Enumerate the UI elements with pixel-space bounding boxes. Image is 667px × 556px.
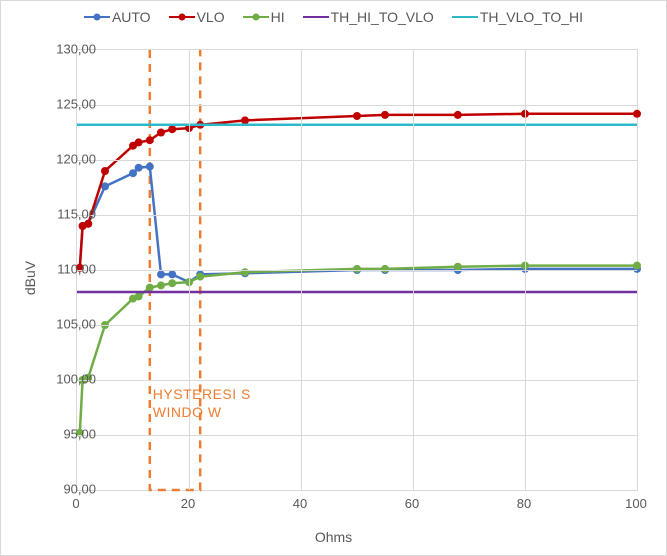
x-tick-label: 40 bbox=[280, 496, 320, 511]
legend-label: TH_HI_TO_VLO bbox=[331, 9, 434, 25]
grid-v bbox=[189, 50, 190, 490]
legend-label: HI bbox=[271, 9, 285, 25]
legend-item: AUTO bbox=[84, 9, 151, 25]
grid-h bbox=[77, 325, 637, 326]
series-marker bbox=[157, 281, 165, 289]
y-axis-label: dBuV bbox=[22, 261, 38, 295]
legend-item: HI bbox=[243, 9, 285, 25]
series-marker bbox=[146, 163, 154, 171]
legend-label: VLO bbox=[197, 9, 225, 25]
series-marker bbox=[168, 279, 176, 287]
series-marker bbox=[353, 112, 361, 120]
x-tick-label: 100 bbox=[616, 496, 656, 511]
y-tick-label: 100,00 bbox=[46, 372, 96, 387]
series-line bbox=[80, 114, 637, 268]
hysteresis-window-label: HYSTERESI S WINDO W bbox=[153, 385, 251, 421]
series-marker bbox=[157, 270, 165, 278]
series-marker bbox=[135, 164, 143, 172]
x-tick-label: 60 bbox=[392, 496, 432, 511]
series-marker bbox=[353, 265, 361, 273]
legend-line-icon bbox=[84, 16, 110, 19]
x-axis-label: Ohms bbox=[1, 529, 666, 545]
grid-h bbox=[77, 215, 637, 216]
x-tick-label: 20 bbox=[168, 496, 208, 511]
legend-item: TH_VLO_TO_HI bbox=[452, 9, 583, 25]
y-tick-label: 115,00 bbox=[46, 207, 96, 222]
legend-item: VLO bbox=[169, 9, 225, 25]
series-marker bbox=[168, 125, 176, 133]
grid-h bbox=[77, 160, 637, 161]
grid-h bbox=[77, 270, 637, 271]
chart-legend: AUTO VLO HI TH_HI_TO_VLO TH_VLO_TO_HI bbox=[1, 9, 666, 25]
legend-line-icon bbox=[169, 16, 195, 19]
legend-label: AUTO bbox=[112, 9, 151, 25]
x-tick-label: 80 bbox=[504, 496, 544, 511]
series-marker bbox=[101, 167, 109, 175]
series-marker bbox=[381, 111, 389, 119]
series-marker bbox=[241, 116, 249, 124]
legend-marker-icon bbox=[178, 14, 185, 21]
legend-line-icon bbox=[303, 16, 329, 19]
series-marker bbox=[168, 270, 176, 278]
series-marker bbox=[633, 262, 641, 270]
y-tick-label: 90,00 bbox=[46, 482, 96, 497]
grid-v bbox=[301, 50, 302, 490]
series-marker bbox=[381, 265, 389, 273]
y-tick-label: 125,00 bbox=[46, 97, 96, 112]
series-marker bbox=[454, 111, 462, 119]
series-marker bbox=[146, 284, 154, 292]
legend-marker-icon bbox=[252, 14, 259, 21]
series-marker bbox=[146, 136, 154, 144]
grid-v bbox=[413, 50, 414, 490]
series-marker bbox=[196, 273, 204, 281]
series-marker bbox=[633, 110, 641, 118]
series-marker bbox=[135, 292, 143, 300]
grid-v bbox=[525, 50, 526, 490]
y-tick-label: 105,00 bbox=[46, 317, 96, 332]
grid-h bbox=[77, 105, 637, 106]
legend-line-icon bbox=[452, 16, 478, 19]
legend-item: TH_HI_TO_VLO bbox=[303, 9, 434, 25]
grid-h bbox=[77, 380, 637, 381]
x-tick-label: 0 bbox=[56, 496, 96, 511]
series-marker bbox=[157, 129, 165, 137]
series-marker bbox=[135, 138, 143, 146]
y-tick-label: 95,00 bbox=[46, 427, 96, 442]
legend-line-icon bbox=[243, 16, 269, 19]
y-tick-label: 120,00 bbox=[46, 152, 96, 167]
grid-h bbox=[77, 435, 637, 436]
line-chart: AUTO VLO HI TH_HI_TO_VLO TH_VLO_TO_HI dBuV O… bbox=[0, 0, 667, 556]
y-tick-label: 110,00 bbox=[46, 262, 96, 277]
plot-area bbox=[76, 49, 638, 491]
legend-marker-icon bbox=[93, 14, 100, 21]
y-tick-label: 130,00 bbox=[46, 42, 96, 57]
legend-label: TH_VLO_TO_HI bbox=[480, 9, 583, 25]
